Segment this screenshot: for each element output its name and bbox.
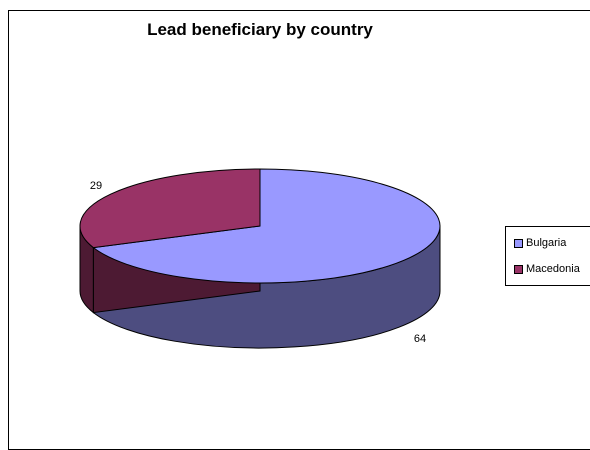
- legend-swatch-bulgaria: [514, 238, 523, 248]
- data-label-macedonia: 29: [90, 180, 102, 192]
- legend: Bulgaria Macedonia: [505, 226, 590, 286]
- legend-item-bulgaria: Bulgaria: [514, 237, 566, 249]
- legend-label-macedonia: Macedonia: [526, 263, 580, 275]
- pie-slice-bulgaria: [92, 168, 441, 284]
- pie-chart: 64 29: [79, 168, 441, 349]
- data-label-bulgaria: 64: [414, 333, 426, 345]
- legend-label-bulgaria: Bulgaria: [526, 237, 567, 249]
- pie-slice-macedonia: [79, 168, 261, 249]
- chart-title: Lead beneficiary by country: [147, 20, 373, 39]
- legend-item-macedonia: Macedonia: [514, 263, 580, 275]
- legend-swatch-macedonia: [514, 264, 523, 274]
